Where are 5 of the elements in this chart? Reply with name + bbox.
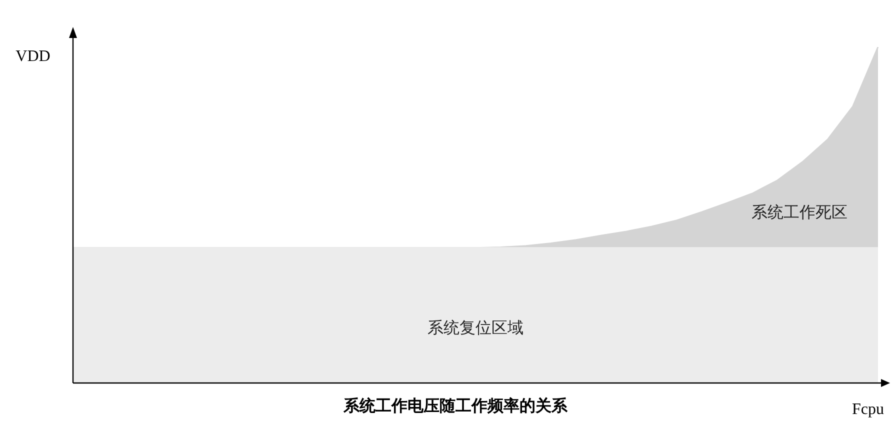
series-label: 系统复位区域 — [428, 319, 524, 338]
x-axis-title: Fcpu — [852, 401, 884, 418]
text: 系统工作电压随工作频率的关系 — [342, 396, 568, 416]
series-label: 系统工作死区 — [752, 204, 848, 222]
y-axis-title: VDD — [16, 48, 50, 66]
